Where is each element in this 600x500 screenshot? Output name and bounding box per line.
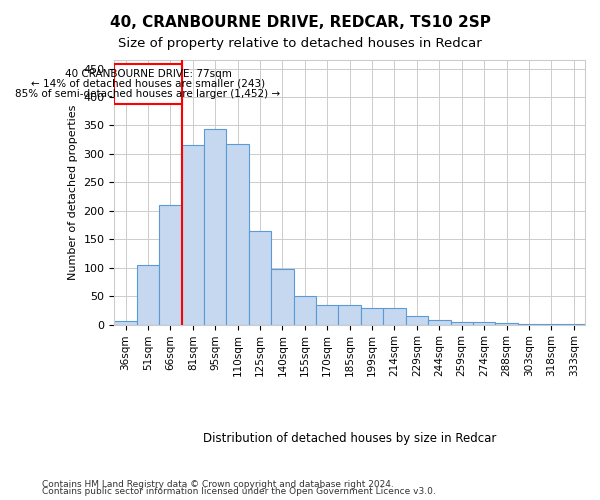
Bar: [182, 146, 204, 324]
Bar: [226, 144, 249, 324]
Bar: [338, 304, 361, 324]
X-axis label: Distribution of detached houses by size in Redcar: Distribution of detached houses by size …: [203, 432, 496, 445]
Y-axis label: Number of detached properties: Number of detached properties: [68, 104, 78, 280]
Text: 85% of semi-detached houses are larger (1,452) →: 85% of semi-detached houses are larger (…: [16, 88, 281, 99]
Bar: [159, 205, 182, 324]
Text: Contains public sector information licensed under the Open Government Licence v3: Contains public sector information licen…: [42, 487, 436, 496]
Text: 40 CRANBOURNE DRIVE: 77sqm: 40 CRANBOURNE DRIVE: 77sqm: [65, 69, 232, 79]
Bar: [293, 296, 316, 324]
Bar: [271, 269, 293, 324]
Text: ← 14% of detached houses are smaller (243): ← 14% of detached houses are smaller (24…: [31, 79, 265, 89]
Bar: [137, 265, 159, 324]
Text: 40, CRANBOURNE DRIVE, REDCAR, TS10 2SP: 40, CRANBOURNE DRIVE, REDCAR, TS10 2SP: [110, 15, 490, 30]
Bar: [473, 322, 496, 324]
Bar: [406, 316, 428, 324]
Bar: [361, 308, 383, 324]
Bar: [383, 308, 406, 324]
Bar: [204, 130, 226, 324]
Bar: [115, 321, 137, 324]
Bar: [115, 64, 182, 104]
Text: Size of property relative to detached houses in Redcar: Size of property relative to detached ho…: [118, 38, 482, 51]
Text: Contains HM Land Registry data © Crown copyright and database right 2024.: Contains HM Land Registry data © Crown c…: [42, 480, 394, 489]
Bar: [249, 230, 271, 324]
Bar: [428, 320, 451, 324]
Bar: [451, 322, 473, 324]
Bar: [316, 304, 338, 324]
